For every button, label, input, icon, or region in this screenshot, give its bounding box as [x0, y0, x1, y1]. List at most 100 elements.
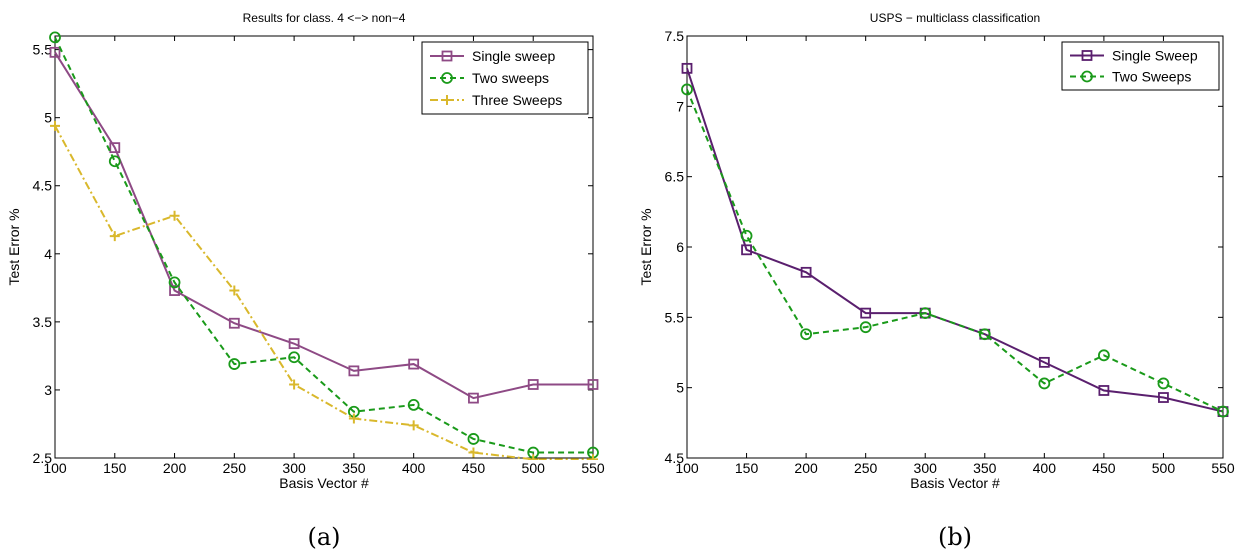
data-point [978, 328, 991, 341]
chart-2: USPS − multiclass classification 100 150 20… [638, 11, 1235, 551]
x-tick-label: 200 [794, 460, 818, 476]
x-axis-label: Basis Vector # [279, 475, 369, 491]
legend-marker [442, 95, 452, 105]
data-point [168, 276, 181, 289]
series-line [686, 89, 1224, 413]
x-tick-label: 150 [103, 460, 127, 476]
data-point [1038, 377, 1051, 390]
y-axis-label: Test Error % [6, 208, 22, 285]
legend-box [421, 41, 589, 115]
data-point [407, 399, 420, 411]
x-tick-label: 150 [735, 460, 759, 476]
x-tick-label: 450 [1092, 460, 1116, 476]
legend: Single sweep Two sweeps Three Sweeps [421, 41, 589, 115]
data-point [108, 155, 121, 168]
data-point [1098, 385, 1110, 396]
chart-title: Results for class. 4 <−> non−4 [243, 11, 406, 25]
series-line [54, 36, 593, 454]
series-line [54, 125, 593, 460]
x-tick-label: 300 [282, 460, 306, 476]
series-2 [681, 83, 1229, 418]
legend-marker [1081, 50, 1093, 61]
y-tick-label: 3 [44, 382, 52, 398]
data-point [228, 358, 241, 370]
data-point [681, 62, 693, 74]
data-point [1097, 349, 1110, 362]
data-point [228, 317, 240, 329]
series-3 [50, 120, 598, 460]
x-tick-label: 100 [675, 460, 699, 476]
data-point [467, 433, 480, 445]
y-tick-label: 2.5 [33, 450, 53, 466]
legend-label: Two Sweeps [1112, 69, 1191, 85]
data-point [919, 307, 932, 320]
legend-marker [1081, 70, 1093, 83]
data-point [468, 447, 479, 458]
data-point [528, 454, 539, 460]
data-point [588, 454, 598, 460]
data-point [740, 229, 753, 242]
plot-frame [54, 35, 594, 459]
data-point [408, 420, 419, 431]
x-tick-label: 200 [163, 460, 187, 476]
x-tick-label: 400 [402, 460, 426, 476]
data-point [527, 379, 539, 390]
data-point [468, 392, 479, 404]
data-point [289, 379, 300, 390]
y-tick-label: 4.5 [665, 450, 685, 466]
data-point [49, 46, 61, 58]
legend-label: Single Sweep [1112, 48, 1198, 64]
data-point [860, 307, 872, 319]
chart-title: USPS − multiclass classification [870, 11, 1040, 25]
data-point [348, 365, 360, 377]
legend-label: Single sweep [472, 48, 555, 64]
data-point [859, 321, 872, 334]
legend-marker [441, 50, 453, 62]
data-point [229, 285, 240, 296]
x-tick-label: 350 [973, 460, 997, 476]
y-tick-label: 6.5 [665, 169, 685, 185]
series-1 [49, 46, 599, 404]
panel-caption: (a) [307, 523, 340, 551]
y-tick-label: 4.5 [33, 178, 53, 194]
x-tick-label: 550 [1211, 460, 1235, 476]
y-tick-label: 3.5 [33, 314, 53, 330]
x-tick-label: 400 [1033, 460, 1057, 476]
data-point [348, 413, 359, 424]
data-point [49, 31, 61, 44]
y-tick-label: 6 [676, 239, 684, 255]
legend-marker [441, 72, 453, 84]
x-tick-label: 550 [581, 460, 605, 476]
chart-1: Results for class. 4 <−> non−4 100 150 200 2… [6, 11, 605, 551]
x-tick-label: 250 [854, 460, 878, 476]
data-point [288, 351, 301, 364]
y-tick-label: 5.5 [665, 309, 685, 325]
data-point [800, 266, 812, 278]
y-tick-label: 5 [44, 110, 52, 126]
x-tick-label: 500 [1152, 460, 1176, 476]
data-point [288, 338, 300, 350]
data-point [169, 210, 180, 221]
y-tick-label: 7.5 [665, 28, 685, 44]
x-tick-label: 350 [342, 460, 366, 476]
x-tick-label: 250 [223, 460, 247, 476]
legend-label: Three Sweeps [472, 92, 562, 108]
series-line [54, 51, 593, 400]
x-tick-label: 450 [462, 460, 486, 476]
x-tick-label: 300 [914, 460, 938, 476]
data-point [109, 231, 120, 242]
panel-caption: (b) [938, 523, 972, 551]
series-line [686, 68, 1224, 413]
series-1 [681, 62, 1229, 417]
data-point [1157, 377, 1170, 390]
data-point [741, 244, 752, 256]
legend-label: Two sweeps [472, 70, 549, 86]
data-point [50, 120, 60, 131]
data-point [408, 358, 420, 370]
legend: Single Sweep Two Sweeps [1061, 41, 1220, 91]
y-tick-label: 4 [44, 246, 52, 262]
data-point [1217, 405, 1229, 418]
x-tick-label: 500 [522, 460, 546, 476]
y-tick-label: 7 [676, 98, 684, 114]
